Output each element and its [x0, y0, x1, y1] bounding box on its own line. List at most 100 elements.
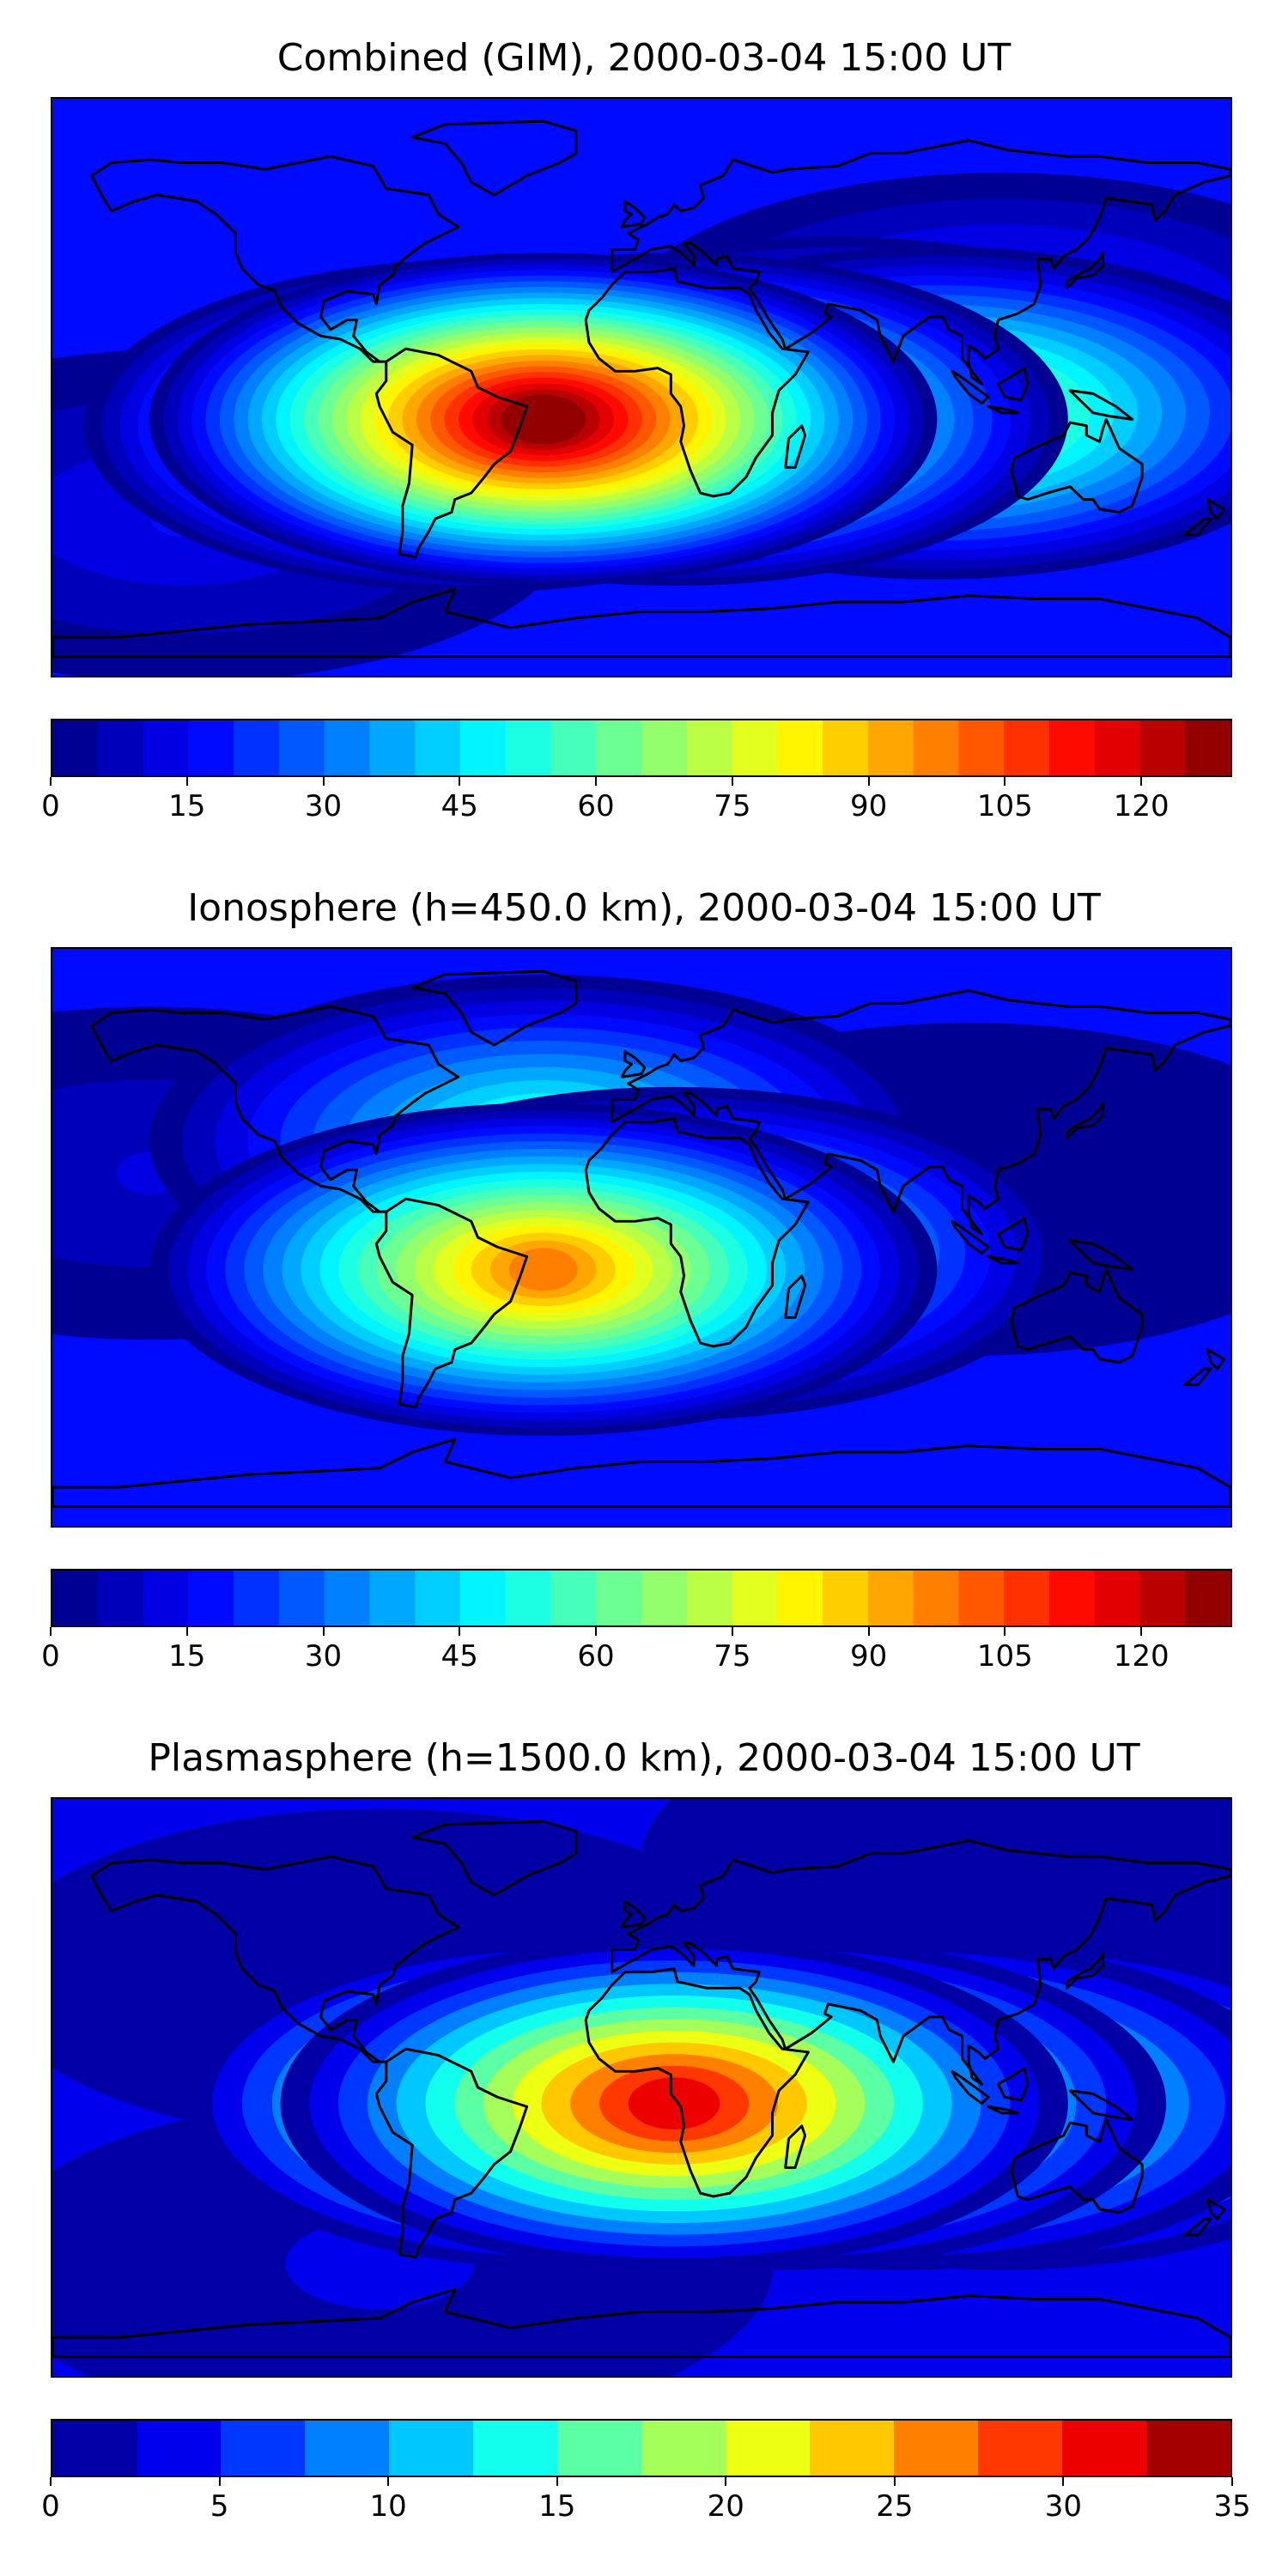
colorbar-segment	[143, 720, 189, 775]
colorbar-tick	[595, 777, 598, 786]
coastline	[784, 1274, 807, 1319]
colorbar-tick	[387, 2477, 390, 2486]
coastline	[611, 989, 1230, 1236]
coastline	[987, 2105, 1019, 2115]
coastline	[584, 267, 810, 498]
colorbar-segment	[958, 720, 1005, 775]
colorbar-segment	[641, 720, 688, 775]
colorbar-tick-label: 75	[714, 789, 751, 823]
coastline	[1010, 417, 1144, 514]
colorbar-segment	[1146, 2421, 1230, 2476]
colorbar-segment	[958, 1571, 1005, 1625]
colorbar-tick-label: 105	[976, 789, 1033, 823]
contour-band	[500, 394, 586, 445]
coastline	[987, 404, 1019, 415]
colorbar-segment	[221, 2421, 306, 2476]
colorbar-tick-label: 120	[1113, 1639, 1170, 1674]
colorbar-segment	[823, 1571, 869, 1625]
colorbar-tick	[459, 1627, 461, 1636]
colorbar-tick-label: 25	[876, 2489, 914, 2524]
coastline	[951, 369, 990, 405]
colorbar-segment	[234, 720, 280, 775]
colorbar-tick	[1004, 1627, 1006, 1636]
colorbar-segment	[1004, 1571, 1050, 1625]
colorbar-tick-label: 60	[577, 1639, 615, 1674]
colorbar-tick	[731, 777, 733, 786]
colorbar-tick-label: 15	[168, 1639, 206, 1674]
coastline	[1206, 1348, 1225, 1370]
contour-feature	[149, 1103, 938, 1437]
coastline	[1068, 389, 1134, 421]
coastline	[620, 1899, 647, 1929]
coastline	[1065, 1951, 1104, 1990]
colorbar-segment	[823, 720, 869, 775]
coastline	[951, 2069, 990, 2105]
colorbar-tick-label: 0	[41, 789, 60, 823]
colorbar-segment	[324, 1571, 370, 1625]
coastline	[951, 1219, 990, 1255]
colorbar-segment	[641, 1571, 688, 1625]
colorbar-segment	[641, 2421, 726, 2476]
coastline	[784, 424, 807, 469]
colorbar-tick-label: 120	[1113, 789, 1170, 823]
colorbar-segment	[550, 720, 597, 775]
colorbar-segment	[596, 1571, 642, 1625]
colorbar-segment	[557, 2421, 642, 2476]
colorbar-segment	[596, 720, 642, 775]
coastline	[374, 1197, 529, 1409]
colorbar-tick-label: 45	[440, 1639, 478, 1674]
colorbar-tick	[867, 1627, 870, 1636]
colorbar-tick-label: 5	[210, 2489, 229, 2524]
coastline	[784, 2124, 807, 2169]
colorbar-tick-label: 0	[41, 1639, 60, 1674]
colorbar-tick	[893, 2477, 896, 2486]
colorbar-segment	[726, 2421, 811, 2476]
colorbar-segment	[1048, 1571, 1096, 1625]
coastline	[584, 1967, 810, 2198]
colorbar-tick-label: 45	[440, 789, 478, 823]
coastline	[1183, 2217, 1212, 2237]
colorbar-tick	[50, 2477, 52, 2486]
colorbar-segment	[1094, 720, 1141, 775]
coastline	[584, 1117, 810, 1348]
colorbar-tick	[1231, 2477, 1233, 2486]
colorbar-tick	[322, 1627, 325, 1636]
coastline	[90, 1005, 460, 1213]
colorbar-segment	[459, 720, 507, 775]
coastline	[1206, 2198, 1225, 2221]
coastline	[1010, 1267, 1144, 1364]
chart-title: Ionosphere (h=450.0 km), 2000-03-04 15:0…	[187, 886, 1101, 930]
colorbar-segment	[234, 1571, 280, 1625]
coastline	[1068, 2089, 1134, 2121]
colorbar-segment	[137, 2421, 222, 2476]
colorbar-tick-label: 75	[714, 1639, 751, 1674]
colorbar-segment	[52, 1571, 99, 1625]
colorbar-segment	[459, 1571, 507, 1625]
colorbar-segment	[415, 1571, 461, 1625]
coastline	[90, 1855, 460, 2063]
colorbar-segment	[550, 1571, 597, 1625]
colorbar-tick	[185, 1627, 188, 1636]
colorbar-tick-label: 30	[304, 789, 343, 823]
colorbar-segment	[1094, 1571, 1141, 1625]
colorbar-segment	[810, 2421, 895, 2476]
colorbar-tick-label: 10	[369, 2489, 407, 2524]
colorbar-segment	[369, 1571, 416, 1625]
colorbar-segment	[1185, 1571, 1230, 1625]
colorbar-segment	[473, 2421, 558, 2476]
colorbar-tick	[556, 2477, 558, 2486]
coastline	[52, 587, 1230, 659]
coastline	[410, 119, 578, 197]
colorbar-tick-label: 0	[41, 2489, 60, 2524]
chart-title: Combined (GIM), 2000-03-04 15:00 UT	[276, 36, 1012, 80]
coastline	[996, 2067, 1030, 2102]
colorbar-tick	[595, 1627, 598, 1636]
colorbar-segment	[894, 2421, 979, 2476]
colorbar-segment	[305, 2421, 390, 2476]
colorbar-segment	[97, 1571, 144, 1625]
colorbar-ticks: 0 5 10 15 20 25 30 35	[41, 2477, 1251, 2529]
colorbar-segment	[777, 1571, 823, 1625]
colorbar-segment	[143, 1571, 189, 1625]
map-plot	[51, 947, 1232, 1528]
colorbar-tick	[1140, 1627, 1143, 1636]
